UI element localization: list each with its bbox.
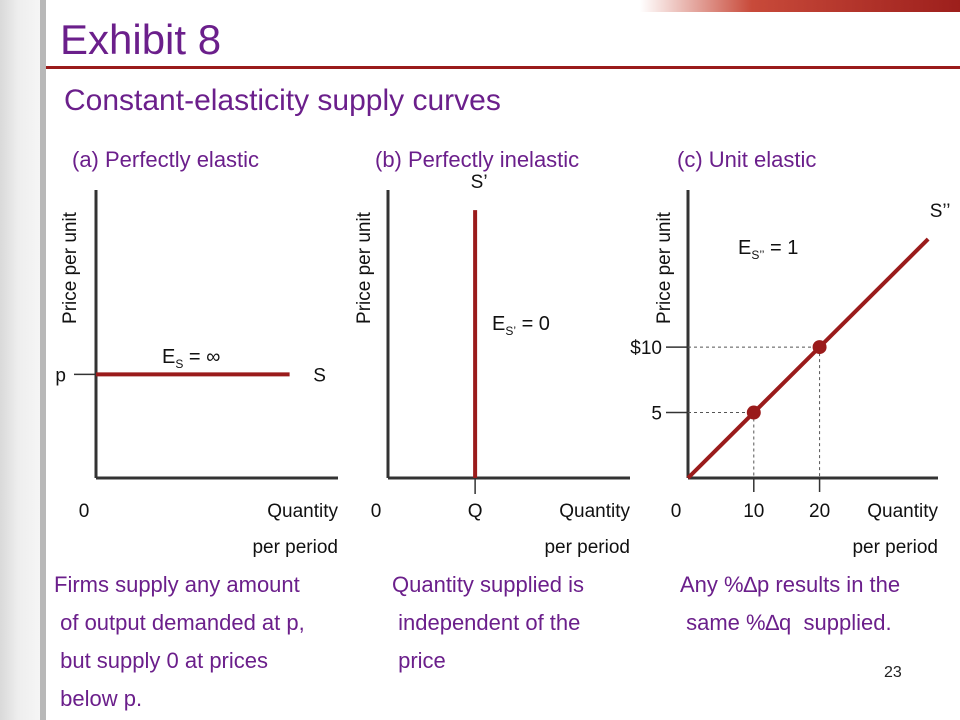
panel-c-x-axis-label-line1: Quantity	[867, 501, 938, 522]
panel-b-label: (b) Perfectly inelastic	[375, 147, 580, 172]
panel-c-label: (c) Unit elastic	[677, 147, 817, 172]
header-divider	[46, 66, 960, 69]
panel-c-x-axis-label-line2: per period	[852, 537, 938, 558]
panel-a-y-axis-label: Price per unit	[60, 211, 81, 324]
panel-c-y-axis-label: Price per unit	[654, 211, 675, 324]
panel-a-label: (a) Perfectly elastic	[72, 147, 260, 172]
panel-b-y-axis-label: Price per unit	[354, 211, 375, 324]
panel-c-series-line-0	[686, 237, 930, 480]
left-decorative-stripe	[40, 0, 46, 720]
panel-a-y-tick-label-p: p	[55, 365, 66, 386]
slide-title: Exhibit 8	[60, 16, 222, 63]
top-decorative-band	[640, 0, 960, 12]
panel-b-series-label: S’	[471, 172, 488, 193]
panel-c-x-tick-label-1: 20	[809, 501, 830, 522]
panel-c-elasticity-label: ES’’ = 1	[738, 237, 798, 262]
panel-a-series-label: S	[313, 365, 326, 386]
slide-subtitle: Constant-elasticity supply curves	[64, 84, 501, 117]
panel-c-point-1	[812, 340, 827, 355]
panel-c-y-tick-label-1: $10	[630, 338, 662, 359]
panel-b-caption: Quantity supplied is independent of the …	[392, 572, 584, 673]
page-number: 23	[884, 664, 902, 681]
panel-a-origin-label: 0	[79, 501, 90, 522]
panel-b-elasticity-label: ES’ = 0	[492, 313, 550, 338]
panel-b-x-tick-label-q: Q	[468, 501, 483, 522]
panel-a-x-axis-label-line1: Quantity	[267, 501, 338, 522]
panel-c-point-0	[746, 405, 761, 420]
panel-c-x-tick-label-0: 10	[743, 501, 764, 522]
panel-b-x-axis-label-line2: per period	[544, 537, 630, 558]
panel-b-x-axis-label-line1: Quantity	[559, 501, 630, 522]
panel-c-series-label: S’’	[930, 201, 951, 222]
panel-a-x-axis-label-line2: per period	[252, 537, 338, 558]
panel-c-caption: Any %∆p results in the same %∆q supplied…	[680, 572, 901, 635]
panel-a-caption: Firms supply any amount of output demand…	[54, 572, 305, 711]
panel-b-origin-label: 0	[371, 501, 382, 522]
panel-c-origin-label: 0	[671, 501, 682, 522]
panel-c-y-tick-label-0: 5	[651, 404, 662, 425]
left-decorative-bar	[0, 0, 46, 720]
panel-a-elasticity-label: ES = ∞	[162, 346, 220, 371]
